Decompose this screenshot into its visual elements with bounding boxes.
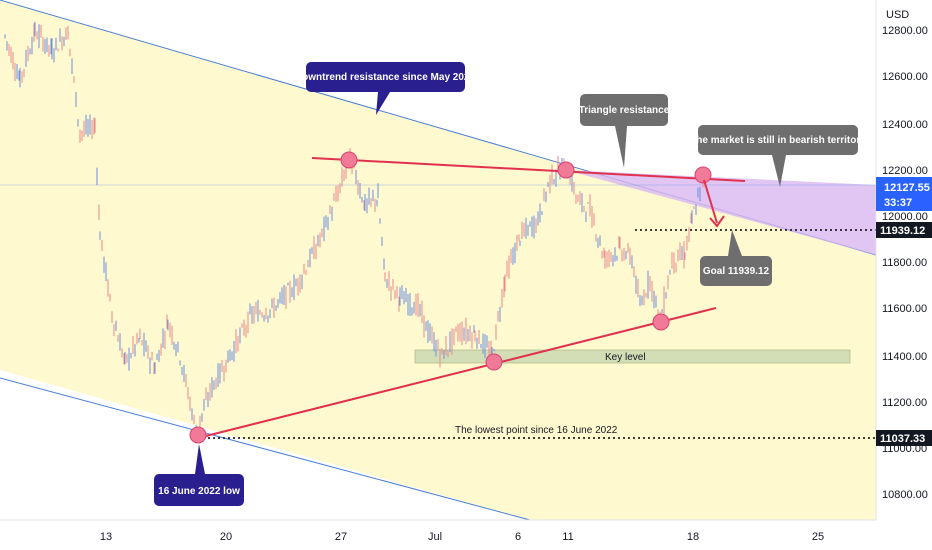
y-tick-label: 12200.00 — [882, 165, 928, 177]
x-axis-ticks: 13 20 27 Jul 6 11 18 25 — [100, 531, 824, 543]
key-level-label: Key level — [605, 352, 646, 363]
key-level-zone — [414, 349, 851, 364]
svg-text:16 June 2022 low: 16 June 2022 low — [158, 486, 240, 497]
y-tick-label: 11200.00 — [882, 397, 927, 409]
projection-arrowhead — [709, 215, 725, 228]
pivot-circle — [485, 353, 503, 371]
triangle-resistance-line — [311, 157, 746, 182]
currency-label: USD — [886, 9, 909, 21]
bearish-callout: The market is still in bearish territory — [690, 125, 866, 187]
svg-text:11939.12: 11939.12 — [880, 225, 925, 237]
pivot-circle — [189, 426, 207, 444]
y-tick-label: 11800.00 — [882, 257, 927, 269]
x-tick-label: 20 — [220, 531, 232, 543]
y-tick-label: 11600.00 — [882, 303, 927, 315]
y-axis-ticks: 12800.00 12600.00 12400.00 12200.00 12000.00… — [882, 25, 928, 501]
x-tick-label: Jul — [428, 531, 442, 543]
triangle-zone — [566, 170, 876, 255]
y-tick-label: 12800.00 — [882, 25, 928, 37]
x-tick-label: 18 — [687, 531, 699, 543]
triangle-callout: Triangle resistance — [579, 94, 670, 168]
lowest-point-label: The lowest point since 16 June 2022 — [455, 425, 618, 436]
projection-arrow — [703, 179, 718, 224]
y-tick-label: 12400.00 — [882, 119, 928, 131]
low-price-tag: 11037.33 — [876, 430, 932, 446]
pivot-circle — [694, 166, 712, 184]
pivot-circle — [340, 151, 358, 169]
svg-text:12127.55: 12127.55 — [884, 182, 930, 194]
goal-callout: Goal 11939.12 — [700, 230, 772, 286]
x-tick-label: 25 — [812, 531, 824, 543]
pivot-circle — [557, 161, 575, 179]
x-tick-label: 11 — [562, 531, 573, 543]
downtrend-channel — [0, 0, 876, 520]
last-price-tag: 12127.55 33:37 — [876, 177, 932, 211]
svg-text:The market is still in bearish: The market is still in bearish territory — [690, 135, 866, 146]
svg-text:Triangle resistance: Triangle resistance — [579, 105, 670, 116]
y-tick-label: 12600.00 — [882, 71, 928, 83]
x-tick-label: 13 — [100, 531, 112, 543]
x-tick-label: 27 — [335, 531, 347, 543]
svg-text:Downtrend resistance since May: Downtrend resistance since May 2022 — [295, 72, 476, 83]
svg-text:Goal 11939.12: Goal 11939.12 — [703, 266, 770, 277]
triangle-support-line — [197, 307, 717, 439]
downtrend-callout: Downtrend resistance since May 2022 — [295, 62, 476, 115]
june-low-callout: 16 June 2022 low — [154, 444, 244, 506]
goal-price-tag: 11939.12 — [876, 222, 932, 238]
svg-text:33:37: 33:37 — [884, 197, 912, 209]
y-tick-label: 11400.00 — [882, 351, 927, 363]
y-tick-label: 12000.00 — [882, 211, 928, 223]
pivot-circle — [652, 313, 670, 331]
price-series — [4, 21, 706, 438]
y-tick-label: 10800.00 — [882, 489, 928, 501]
x-tick-label: 6 — [515, 531, 521, 543]
svg-text:11037.33: 11037.33 — [880, 433, 925, 445]
channel-lower-line — [0, 377, 531, 521]
